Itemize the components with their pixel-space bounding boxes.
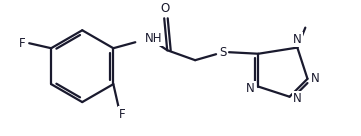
Text: S: S [219, 46, 227, 59]
Text: N: N [311, 72, 320, 85]
Text: F: F [119, 108, 126, 120]
Text: O: O [161, 2, 170, 15]
Text: NH: NH [145, 32, 163, 45]
Text: N: N [293, 33, 302, 46]
Text: F: F [19, 37, 26, 50]
Text: N: N [246, 82, 255, 95]
Text: N: N [293, 92, 302, 105]
